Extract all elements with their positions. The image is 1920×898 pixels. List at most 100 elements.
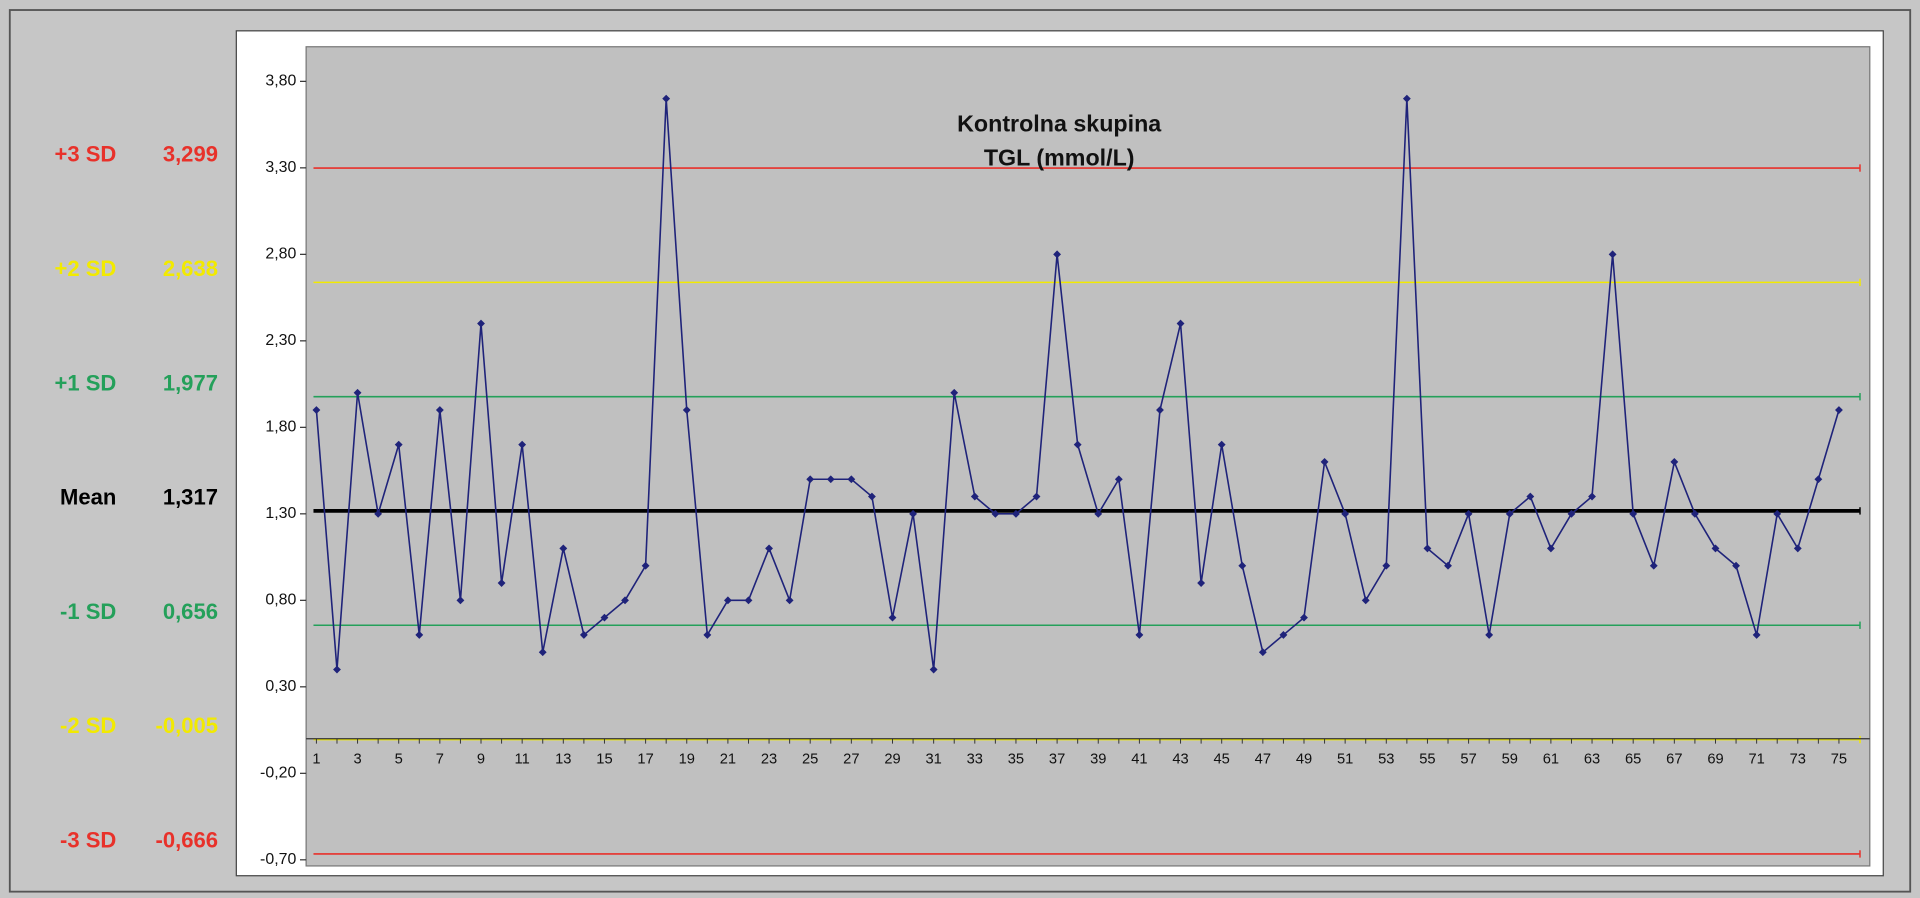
plot-area (305, 46, 1871, 867)
data-point (1505, 509, 1514, 518)
reference-value: 0,656 (163, 599, 218, 624)
x-tick-label: 1 (312, 751, 320, 767)
data-point (970, 492, 979, 501)
x-tick-label: 37 (1049, 751, 1065, 767)
data-point (1608, 250, 1617, 259)
y-tick-label: 2,30 (265, 332, 296, 349)
x-tick-label: 71 (1748, 751, 1764, 767)
data-point (1341, 509, 1350, 518)
data-point (1279, 631, 1288, 639)
x-tick-label: 45 (1214, 751, 1230, 767)
x-tick-label: 69 (1707, 751, 1723, 767)
data-point (1649, 561, 1658, 570)
data-point (1032, 492, 1041, 501)
reference-name: -1 SD (60, 599, 116, 624)
data-point (1629, 509, 1638, 518)
data-point (1382, 561, 1391, 570)
reference-value: -0,005 (155, 713, 217, 738)
x-tick-label: 59 (1502, 751, 1518, 767)
x-tick-label: 19 (679, 751, 695, 767)
x-tick-label: 3 (353, 751, 361, 767)
data-point (950, 388, 959, 397)
y-tick-label: 0,80 (265, 592, 296, 609)
reference-value: 1,977 (163, 370, 218, 395)
x-tick-label: 13 (555, 751, 571, 767)
reference-name: +1 SD (54, 370, 116, 395)
data-point (1094, 509, 1103, 518)
y-tick-label: 0,30 (265, 678, 296, 695)
x-tick-label: 57 (1460, 751, 1476, 767)
data-point (1732, 561, 1740, 570)
y-tick-label: 3,30 (265, 159, 296, 176)
data-point (1053, 250, 1062, 259)
data-point (1444, 561, 1452, 570)
data-point (1464, 509, 1473, 518)
chart-title: Kontrolna skupina (957, 110, 1162, 136)
data-point (826, 475, 835, 484)
data-point (374, 509, 383, 518)
data-point (1670, 458, 1679, 466)
x-tick-label: 55 (1419, 751, 1435, 767)
data-point (1300, 613, 1308, 622)
reference-name: -3 SD (60, 828, 116, 853)
x-tick-label: 73 (1790, 751, 1806, 767)
data-point (1588, 492, 1596, 501)
x-tick-label: 23 (761, 751, 777, 767)
y-tick-label: 3,80 (265, 73, 296, 90)
data-point (1835, 406, 1843, 414)
data-point (1567, 509, 1576, 518)
x-tick-label: 47 (1255, 751, 1271, 767)
data-point (1217, 440, 1226, 449)
x-tick-label: 9 (477, 751, 485, 767)
data-point (744, 596, 753, 605)
data-point (1320, 458, 1329, 466)
x-tick-label: 75 (1831, 751, 1847, 767)
data-point (806, 475, 815, 484)
reference-value: 3,299 (163, 142, 218, 167)
x-tick-label: 31 (925, 751, 941, 767)
data-point (1135, 631, 1144, 639)
data-point (1114, 475, 1123, 484)
x-tick-label: 41 (1131, 751, 1147, 767)
data-point (929, 665, 938, 674)
x-tick-label: 7 (436, 751, 444, 767)
data-point (888, 613, 897, 622)
x-tick-label: 33 (967, 751, 983, 767)
x-tick-label: 39 (1090, 751, 1106, 767)
data-point (1361, 596, 1370, 605)
x-tick-label: 63 (1584, 751, 1600, 767)
x-tick-label: 35 (1008, 751, 1024, 767)
x-tick-label: 49 (1296, 751, 1312, 767)
reference-name: -2 SD (60, 713, 116, 738)
x-tick-label: 61 (1543, 751, 1559, 767)
y-tick-label: 1,30 (265, 505, 296, 522)
data-point (785, 596, 794, 605)
data-point (312, 406, 321, 414)
data-point (333, 665, 341, 674)
data-point (703, 631, 712, 639)
data-point (1690, 509, 1699, 518)
x-tick-label: 27 (843, 751, 859, 767)
data-point (662, 94, 671, 103)
reference-name: +3 SD (54, 142, 116, 167)
data-point (1773, 509, 1782, 518)
x-tick-label: 5 (395, 751, 403, 767)
y-tick-label: 2,80 (265, 246, 296, 263)
data-point (353, 388, 362, 397)
data-point (991, 509, 1000, 518)
data-point (868, 492, 876, 501)
data-point (1197, 579, 1206, 587)
reference-value: -0,666 (155, 828, 217, 853)
x-tick-label: 51 (1337, 751, 1353, 767)
x-tick-label: 15 (596, 751, 612, 767)
data-point (456, 596, 465, 605)
reference-value: 1,317 (163, 484, 218, 509)
x-tick-label: 25 (802, 751, 818, 767)
chart-subtitle: TGL (mmol/L) (984, 145, 1135, 171)
x-tick-label: 65 (1625, 751, 1641, 767)
x-tick-label: 29 (884, 751, 900, 767)
data-point (641, 561, 650, 570)
data-point (600, 613, 609, 622)
x-tick-label: 53 (1378, 751, 1394, 767)
